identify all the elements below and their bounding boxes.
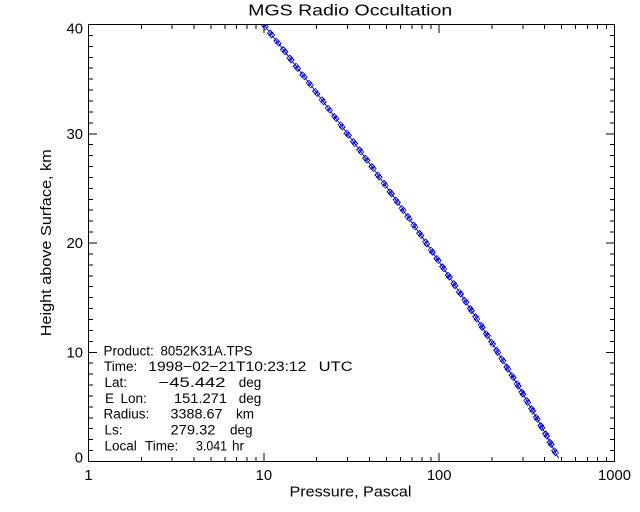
svg-text:MGS Radio Occultation: MGS Radio Occultation — [248, 3, 452, 20]
svg-text:10: 10 — [67, 346, 83, 362]
svg-text:20: 20 — [67, 236, 83, 252]
svg-text:1000: 1000 — [598, 468, 631, 484]
svg-text:0: 0 — [75, 450, 83, 466]
svg-text:Product:8052K31A.TPS: Product: 8052K31A.TPS — [104, 343, 253, 358]
svg-text:1: 1 — [84, 468, 92, 484]
svg-text:40: 40 — [67, 22, 83, 38]
svg-text:30: 30 — [67, 127, 83, 143]
svg-text:Pressure, Pascal: Pressure, Pascal — [290, 483, 412, 500]
svg-text:10: 10 — [256, 468, 272, 484]
svg-text:Height above Surface, km: Height above Surface, km — [38, 149, 55, 336]
svg-text:100: 100 — [427, 468, 452, 484]
